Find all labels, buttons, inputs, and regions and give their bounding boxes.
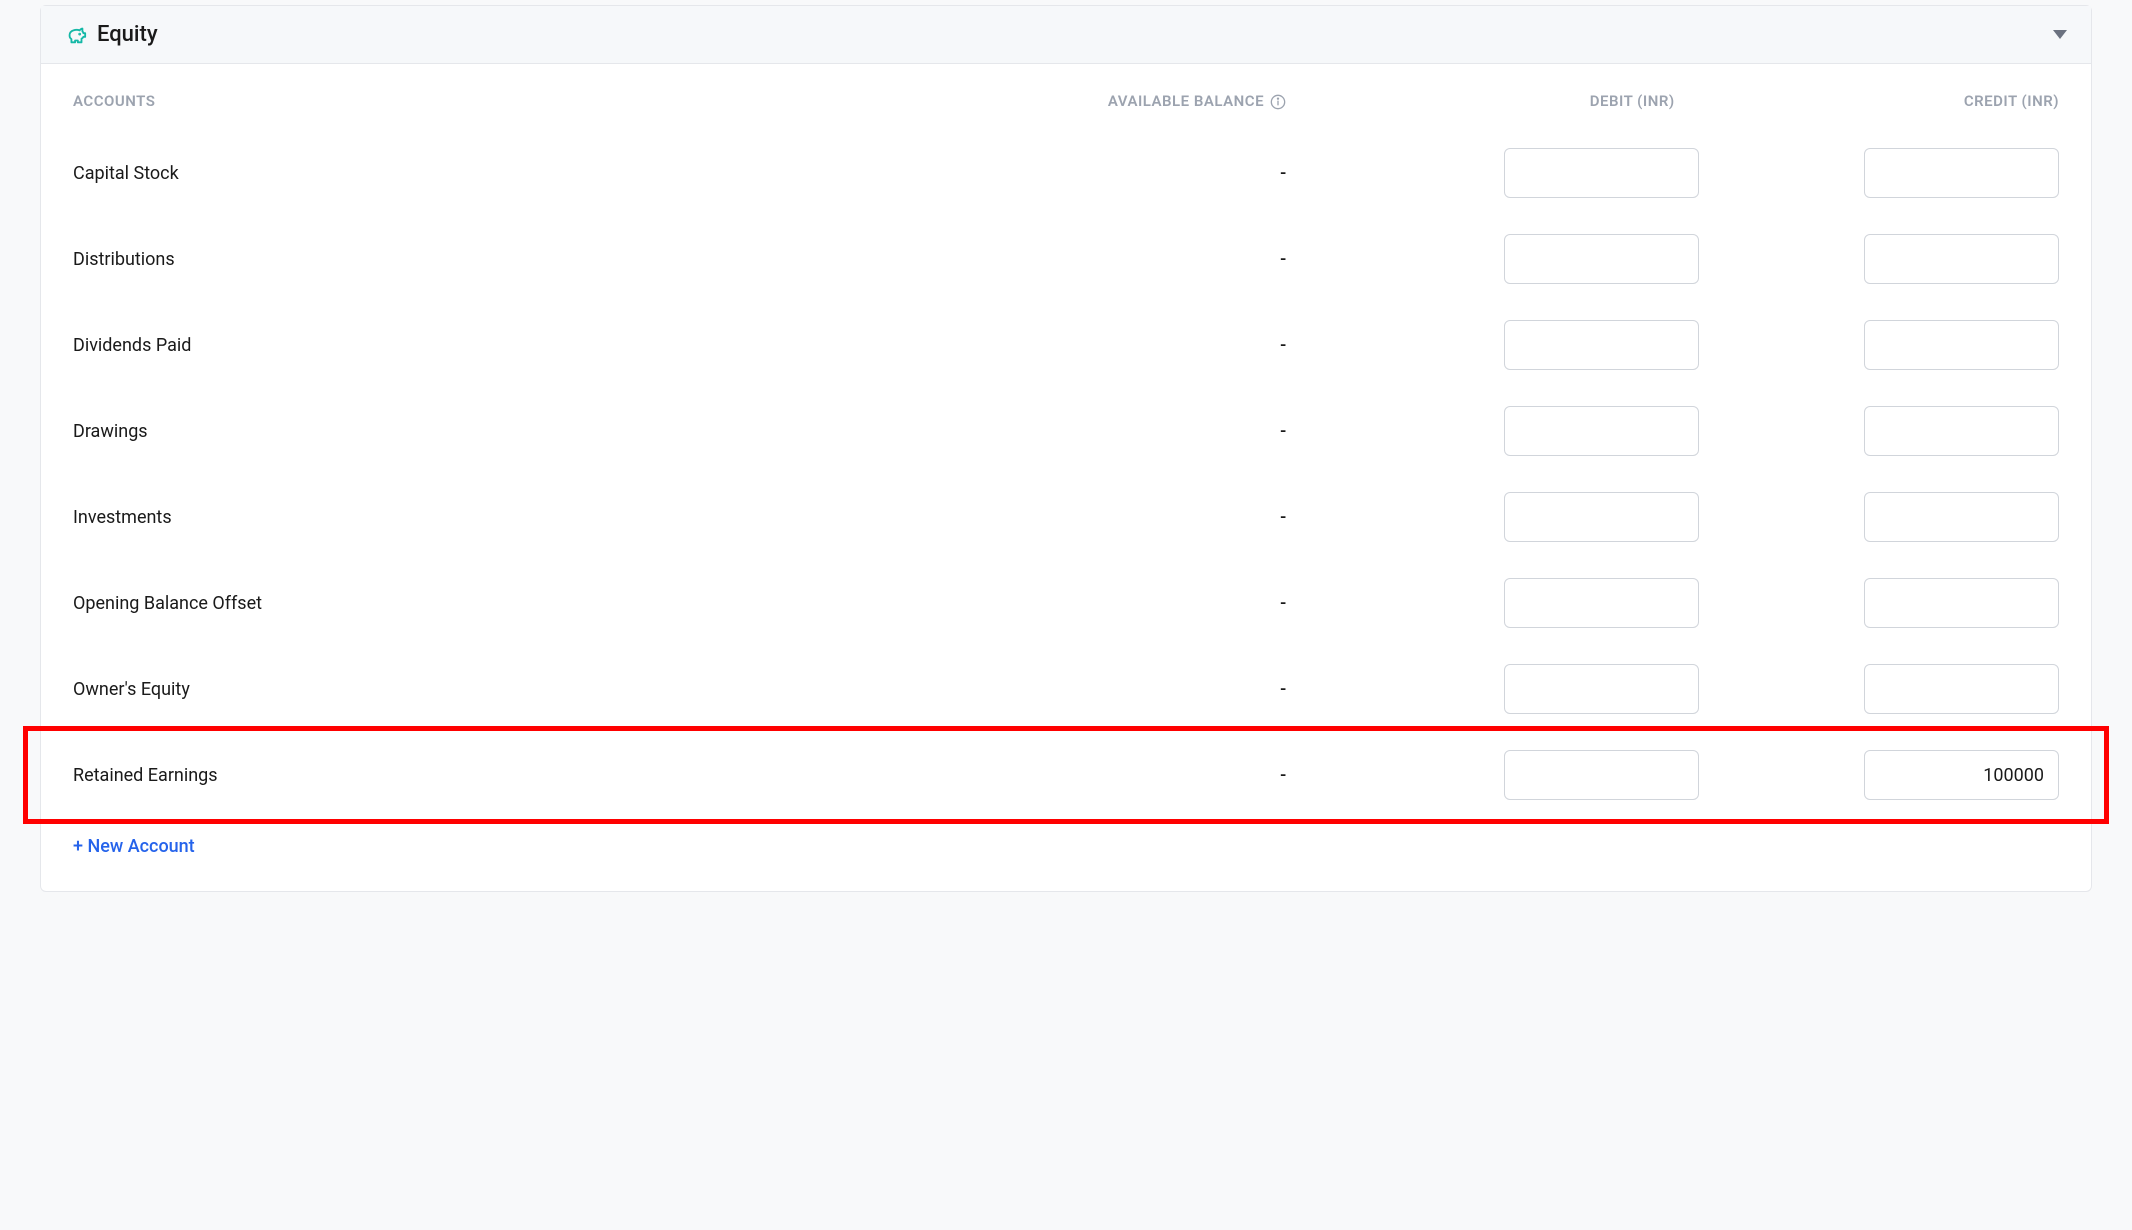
credit-input[interactable] (1864, 320, 2059, 370)
table-row: Opening Balance Offset- (65, 560, 2067, 646)
account-balance: - (926, 302, 1346, 388)
table-row: Dividends Paid- (65, 302, 2067, 388)
piggy-bank-icon (65, 24, 87, 46)
debit-cell (1346, 388, 1706, 474)
debit-input[interactable] (1504, 750, 1699, 800)
debit-cell (1346, 732, 1706, 818)
account-name: Capital Stock (65, 130, 926, 216)
account-name: Retained Earnings (65, 732, 926, 818)
credit-input[interactable] (1864, 664, 2059, 714)
info-icon[interactable] (1270, 94, 1286, 110)
table-row: Retained Earnings- (65, 732, 2067, 818)
panel-title: Equity (97, 22, 158, 47)
credit-cell (1707, 732, 2067, 818)
account-balance: - (926, 732, 1346, 818)
table-row: Capital Stock- (65, 130, 2067, 216)
table-row: Owner's Equity- (65, 646, 2067, 732)
account-name: Opening Balance Offset (65, 560, 926, 646)
credit-cell (1707, 216, 2067, 302)
collapse-toggle-icon[interactable] (2053, 30, 2067, 39)
table-row: Investments- (65, 474, 2067, 560)
debit-input[interactable] (1504, 406, 1699, 456)
column-header-balance: AVAILABLE BALANCE (926, 64, 1346, 130)
debit-cell (1346, 302, 1706, 388)
debit-input[interactable] (1504, 320, 1699, 370)
debit-cell (1346, 130, 1706, 216)
table-row: Drawings- (65, 388, 2067, 474)
credit-input[interactable] (1864, 406, 2059, 456)
column-header-accounts: ACCOUNTS (65, 64, 926, 130)
credit-cell (1707, 302, 2067, 388)
account-name: Investments (65, 474, 926, 560)
credit-cell (1707, 560, 2067, 646)
credit-cell (1707, 474, 2067, 560)
column-header-balance-label: AVAILABLE BALANCE (1108, 92, 1264, 110)
credit-cell (1707, 130, 2067, 216)
debit-cell (1346, 646, 1706, 732)
account-name: Dividends Paid (65, 302, 926, 388)
table-header-row: ACCOUNTS AVAILABLE BALANCE DEBIT (INR) (65, 64, 2067, 130)
table-container: ACCOUNTS AVAILABLE BALANCE DEBIT (INR) (41, 64, 2091, 891)
new-account-link[interactable]: + New Account (65, 818, 203, 867)
account-balance: - (926, 646, 1346, 732)
credit-input[interactable] (1864, 578, 2059, 628)
account-balance: - (926, 388, 1346, 474)
panel-header-left: Equity (65, 22, 158, 47)
credit-input[interactable] (1864, 148, 2059, 198)
debit-cell (1346, 560, 1706, 646)
credit-cell (1707, 646, 2067, 732)
debit-input[interactable] (1504, 234, 1699, 284)
credit-cell (1707, 388, 2067, 474)
account-name: Drawings (65, 388, 926, 474)
debit-input[interactable] (1504, 492, 1699, 542)
credit-input[interactable] (1864, 750, 2059, 800)
equity-panel: Equity ACCOUNTS AVAILABLE BALANCE (40, 5, 2092, 892)
account-name: Owner's Equity (65, 646, 926, 732)
credit-input[interactable] (1864, 234, 2059, 284)
account-balance: - (926, 474, 1346, 560)
column-header-credit: CREDIT (INR) (1707, 64, 2067, 130)
account-balance: - (926, 216, 1346, 302)
accounts-table: ACCOUNTS AVAILABLE BALANCE DEBIT (INR) (65, 64, 2067, 818)
credit-input[interactable] (1864, 492, 2059, 542)
column-header-debit: DEBIT (INR) (1346, 64, 1706, 130)
debit-cell (1346, 474, 1706, 560)
debit-input[interactable] (1504, 578, 1699, 628)
debit-input[interactable] (1504, 148, 1699, 198)
table-row: Distributions- (65, 216, 2067, 302)
account-name: Distributions (65, 216, 926, 302)
account-balance: - (926, 130, 1346, 216)
debit-input[interactable] (1504, 664, 1699, 714)
panel-header: Equity (41, 6, 2091, 64)
debit-cell (1346, 216, 1706, 302)
account-balance: - (926, 560, 1346, 646)
